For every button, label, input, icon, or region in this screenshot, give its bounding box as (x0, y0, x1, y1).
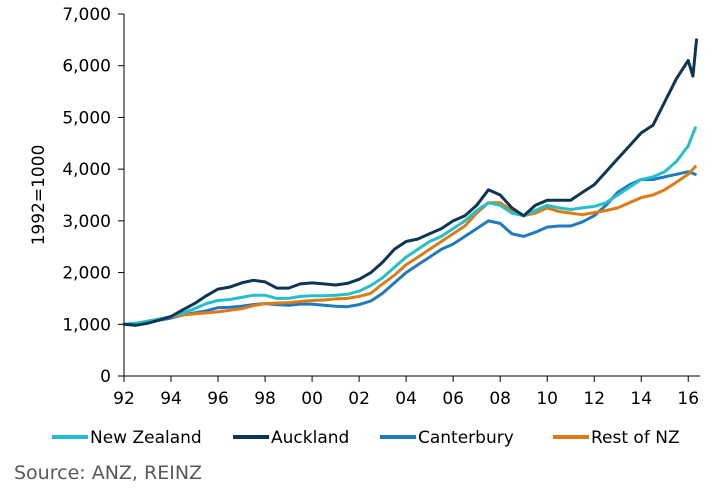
legend-label-canterbury: Canterbury (418, 428, 514, 448)
y-tick-label: 1,000 (62, 315, 111, 335)
x-axis-ticks: 92 94 96 98 00 02 04 06 08 10 12 14 16 (113, 376, 699, 409)
x-tick-label: 98 (254, 389, 276, 409)
y-tick-label: 7,000 (62, 5, 111, 25)
x-tick-label: 08 (489, 389, 511, 409)
series-lines (122, 38, 698, 327)
series-line-canterbury (122, 170, 697, 327)
x-tick-label: 12 (583, 389, 605, 409)
legend-label-rest-of-nz: Rest of NZ (591, 428, 680, 448)
x-tick-label: 92 (113, 389, 135, 409)
legend-label-new-zealand: New Zealand (90, 428, 202, 448)
y-axis-title: 1992=1000 (29, 145, 49, 246)
axes (123, 14, 700, 377)
x-tick-label: 94 (160, 389, 182, 409)
y-tick-label: 5,000 (62, 108, 111, 128)
x-tick-label: 00 (301, 389, 323, 409)
x-tick-label: 96 (207, 389, 229, 409)
series-line-new-zealand (122, 126, 697, 326)
source-note: Source: ANZ, REINZ (14, 462, 203, 484)
y-axis-ticks: 0 1,000 2,000 3,000 4,000 5,000 6,000 7,000 (62, 5, 124, 387)
x-tick-label: 02 (348, 389, 370, 409)
y-tick-label: 4,000 (62, 160, 111, 180)
x-tick-label: 04 (395, 389, 417, 409)
x-tick-label: 16 (677, 389, 699, 409)
legend-label-auckland: Auckland (271, 428, 349, 448)
series-line-auckland (122, 38, 698, 327)
x-tick-label: 14 (630, 389, 652, 409)
y-tick-label: 6,000 (62, 57, 111, 77)
x-tick-label: 10 (536, 389, 558, 409)
x-tick-label: 06 (442, 389, 464, 409)
y-tick-label: 0 (100, 367, 111, 387)
y-tick-label: 2,000 (62, 264, 111, 284)
y-axis-title-group: 1992=1000 (29, 145, 49, 246)
y-tick-label: 3,000 (62, 212, 111, 232)
legend: New Zealand Auckland Canterbury Rest of NZ (52, 428, 680, 448)
series-line-rest-of-nz (122, 165, 697, 326)
